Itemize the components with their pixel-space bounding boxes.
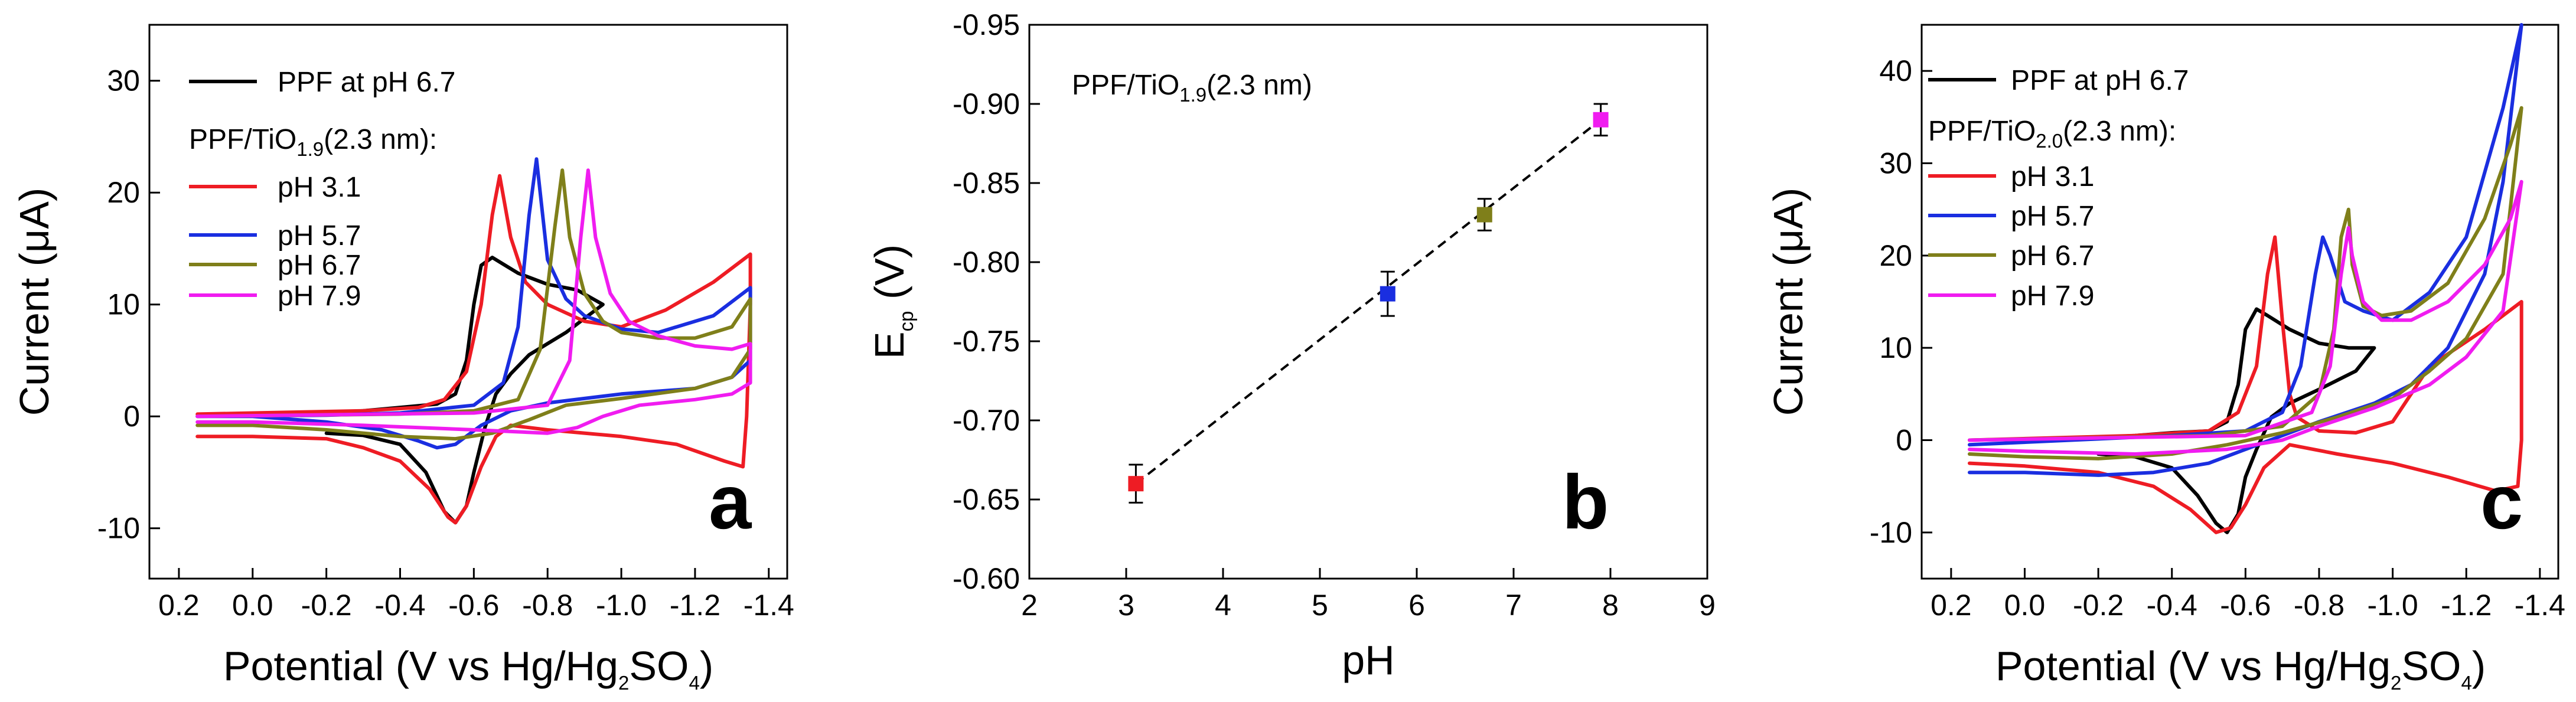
y-tick-label: -0.70 xyxy=(953,404,1020,437)
legend-label-ph57: pH 5.7 xyxy=(2011,201,2094,232)
panel-a-letter: a xyxy=(709,459,752,545)
legend-label-ph31: pH 3.1 xyxy=(278,172,361,203)
panel-b-plot xyxy=(1128,103,1609,504)
y-tick-label: 30 xyxy=(107,64,140,97)
legend-label-ppf: PPF at pH 6.7 xyxy=(278,67,455,98)
x-tick-label: -0.2 xyxy=(2073,589,2124,622)
panel-c-series xyxy=(1968,23,2523,534)
x-tick-label: 0.0 xyxy=(232,589,273,622)
y-tick-label: -0.65 xyxy=(953,483,1020,516)
series-line-ph-6-7 xyxy=(195,168,752,441)
x-tick-label: -1.2 xyxy=(2441,589,2492,622)
x-tick-label: -0.6 xyxy=(448,589,499,622)
data-point-ph-7-9 xyxy=(1593,112,1609,128)
panel-a-x-ticks: 0.2 0.0 -0.2 -0.4 -0.6 -0.8 -1.0 -1.2 -1.4 xyxy=(158,568,794,622)
legend-label-ppf: PPF at pH 6.7 xyxy=(2011,65,2189,96)
x-tick-label: -0.8 xyxy=(522,589,573,622)
panel-c: 0.2 0.0 -0.2 -0.4 -0.6 -0.8 -1.0 -1.2 -1.4 -10 0 1… xyxy=(1765,23,2565,694)
legend-label-ph67: pH 6.7 xyxy=(2011,240,2094,272)
legend-label-ph57: pH 5.7 xyxy=(278,220,361,252)
panel-c-x-axis-label: Potential (V vs Hg/Hg2SO4) xyxy=(1995,643,2486,694)
panel-a-series xyxy=(195,157,752,525)
x-tick-label: 2 xyxy=(1021,589,1038,622)
y-tick-label: -0.90 xyxy=(953,87,1020,120)
y-tick-label: -0.80 xyxy=(953,246,1020,279)
x-tick-label: -1.0 xyxy=(2368,589,2418,622)
x-tick-label: -1.0 xyxy=(596,589,647,622)
y-tick-label: 40 xyxy=(1879,54,1912,87)
x-tick-label: -0.4 xyxy=(2147,589,2197,622)
panel-a: 0.2 0.0 -0.2 -0.4 -0.6 -0.8 -1.0 -1.2 -1.4 -10 0 1… xyxy=(11,24,794,694)
panel-a-x-axis-label: Potential (V vs Hg/Hg2SO4) xyxy=(223,643,713,694)
legend-label-ph31: pH 3.1 xyxy=(2011,161,2094,192)
x-tick-label: 0.2 xyxy=(1931,589,1972,622)
panel-a-y-axis-label: Current (μA) xyxy=(11,188,57,416)
legend-group-label: PPF/TiO1.9(2.3 nm): xyxy=(189,124,437,160)
y-tick-label: -10 xyxy=(97,512,140,545)
x-tick-label: -1.2 xyxy=(670,589,720,622)
x-tick-label: -1.4 xyxy=(2515,589,2565,622)
x-tick-label: -0.6 xyxy=(2220,589,2271,622)
series-line-ph-7-9 xyxy=(1968,179,2523,456)
panel-b-y-axis-label: Ecp (V) xyxy=(866,244,917,359)
data-point-ph-5-7 xyxy=(1380,286,1395,302)
legend-group-label: PPF/TiO2.0(2.3 nm): xyxy=(1928,116,2176,152)
y-tick-label: 0 xyxy=(1896,424,1912,457)
x-tick-label: 6 xyxy=(1408,589,1425,622)
data-point-ph-6-7 xyxy=(1476,207,1492,223)
x-tick-label: -0.2 xyxy=(301,589,352,622)
data-point-ph-3-1 xyxy=(1128,476,1144,492)
panel-b-annotation: PPF/TiO1.9(2.3 nm) xyxy=(1072,70,1312,106)
y-tick-label: -0.85 xyxy=(953,166,1020,200)
y-tick-label: 20 xyxy=(1879,239,1912,272)
x-tick-label: 9 xyxy=(1699,589,1716,622)
fit-line xyxy=(1135,119,1602,485)
series-line-ph-7-9 xyxy=(195,168,752,435)
x-tick-label: -0.4 xyxy=(374,589,425,622)
x-tick-label: 5 xyxy=(1312,589,1328,622)
panel-c-frame xyxy=(1920,24,2559,580)
panel-b-frame xyxy=(1028,24,1708,580)
x-tick-label: 7 xyxy=(1505,589,1522,622)
y-tick-label: 10 xyxy=(107,288,140,321)
x-tick-label: 0.2 xyxy=(158,589,200,622)
series-line-ppf-at-ph-6-7 xyxy=(2096,307,2376,534)
y-tick-label: 0 xyxy=(123,400,140,433)
y-tick-label: -0.95 xyxy=(953,8,1020,41)
legend-label-ph67: pH 6.7 xyxy=(278,250,361,281)
panel-c-letter: c xyxy=(2480,459,2523,545)
y-tick-label: -0.75 xyxy=(953,325,1020,358)
series-line-ph-5-7 xyxy=(195,157,752,450)
panel-b-y-ticks: -0.60 -0.65 -0.70 -0.75 -0.80 -0.85 -0.90 -0.95 xyxy=(953,8,1040,595)
panel-c-y-axis-label: Current (μA) xyxy=(1765,188,1811,416)
x-tick-label: -1.4 xyxy=(744,589,794,622)
series-line-ppf-at-ph-6-7 xyxy=(324,256,605,525)
y-tick-label: -0.60 xyxy=(953,562,1020,595)
y-tick-label: -10 xyxy=(1870,516,1912,549)
series-line-ph-3-1 xyxy=(1968,235,2523,534)
x-tick-label: 3 xyxy=(1118,589,1134,622)
legend-label-ph79: pH 7.9 xyxy=(278,280,361,312)
series-line-ph-5-7 xyxy=(1968,23,2523,477)
panel-b-x-axis-label: pH xyxy=(1342,637,1394,683)
y-tick-label: 10 xyxy=(1879,331,1912,364)
panel-b-x-ticks: 2 3 4 5 6 7 8 9 xyxy=(1021,568,1716,622)
panel-c-x-ticks: 0.2 0.0 -0.2 -0.4 -0.6 -0.8 -1.0 -1.2 -1.4 xyxy=(1931,568,2565,622)
panel-c-legend: PPF at pH 6.7 PPF/TiO2.0(2.3 nm): pH 3.1… xyxy=(1928,65,2189,312)
panel-a-y-ticks: -10 0 10 20 30 xyxy=(97,64,160,545)
y-tick-label: 20 xyxy=(107,176,140,209)
legend-label-ph79: pH 7.9 xyxy=(2011,280,2094,312)
x-tick-label: 4 xyxy=(1215,589,1231,622)
panel-c-y-ticks: -10 0 10 20 30 40 xyxy=(1870,54,1932,549)
panel-a-frame xyxy=(148,24,788,580)
y-tick-label: 30 xyxy=(1879,147,1912,180)
x-tick-label: 8 xyxy=(1602,589,1619,622)
panel-a-legend: PPF at pH 6.7 PPF/TiO1.9(2.3 nm): pH 3.1… xyxy=(189,67,455,312)
x-tick-label: -0.8 xyxy=(2294,589,2345,622)
x-tick-label: 0.0 xyxy=(2004,589,2046,622)
panel-b-letter: b xyxy=(1562,459,1609,545)
